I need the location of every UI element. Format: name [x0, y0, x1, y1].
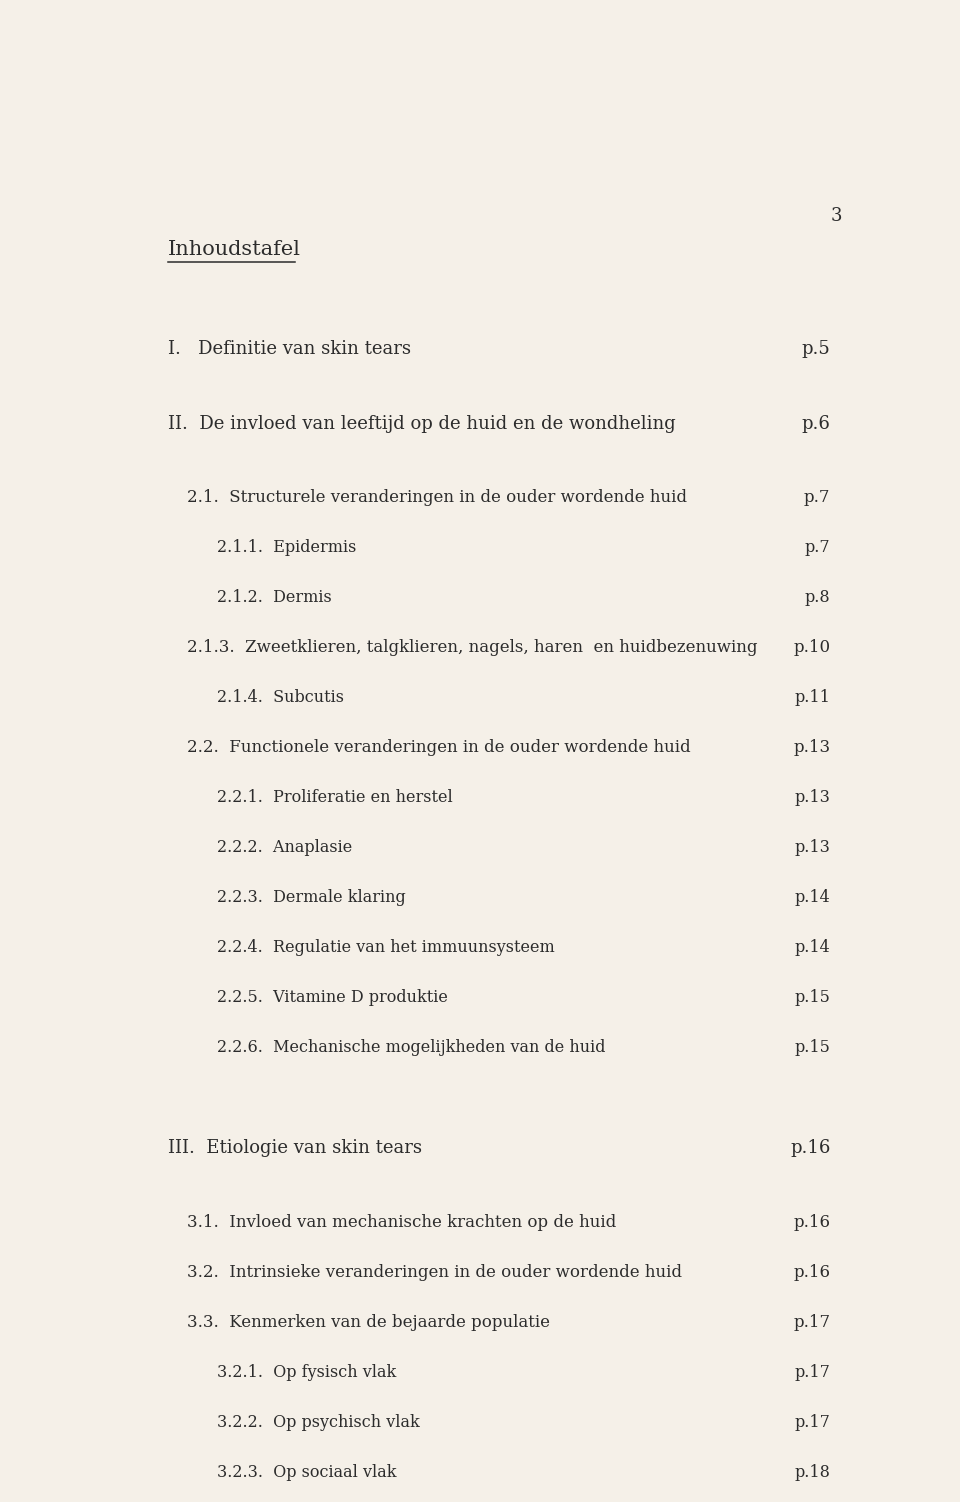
Text: p.17: p.17 [793, 1314, 830, 1331]
Text: 3.2.2.  Op psychisch vlak: 3.2.2. Op psychisch vlak [217, 1413, 420, 1431]
Text: 2.1.3.  Zweetklieren, talgklieren, nagels, haren  en huidbezenuwing: 2.1.3. Zweetklieren, talgklieren, nagels… [187, 640, 757, 656]
Text: 2.2.3.  Dermale klaring: 2.2.3. Dermale klaring [217, 889, 405, 906]
Text: 2.1.4.  Subcutis: 2.1.4. Subcutis [217, 689, 344, 706]
Text: p.13: p.13 [795, 789, 830, 807]
Text: I.   Definitie van skin tears: I. Definitie van skin tears [168, 339, 411, 357]
Text: p.15: p.15 [795, 990, 830, 1006]
Text: p.13: p.13 [793, 739, 830, 757]
Text: 3.2.3.  Op sociaal vlak: 3.2.3. Op sociaal vlak [217, 1464, 396, 1481]
Text: 3.2.1.  Op fysisch vlak: 3.2.1. Op fysisch vlak [217, 1364, 396, 1380]
Text: p.14: p.14 [795, 889, 830, 906]
Text: 2.2.5.  Vitamine D produktie: 2.2.5. Vitamine D produktie [217, 990, 447, 1006]
Text: p.13: p.13 [795, 840, 830, 856]
Text: II.  De invloed van leeftijd op de huid en de wondheling: II. De invloed van leeftijd op de huid e… [168, 415, 676, 433]
Text: 2.1.  Structurele veranderingen in de ouder wordende huid: 2.1. Structurele veranderingen in de oud… [187, 490, 687, 506]
Text: 2.2.2.  Anaplasie: 2.2.2. Anaplasie [217, 840, 352, 856]
Text: p.6: p.6 [802, 415, 830, 433]
Text: p.7: p.7 [804, 490, 830, 506]
Text: 2.1.2.  Dermis: 2.1.2. Dermis [217, 589, 331, 607]
Text: p.14: p.14 [795, 939, 830, 957]
Text: 2.2.4.  Regulatie van het immuunsysteem: 2.2.4. Regulatie van het immuunsysteem [217, 939, 555, 957]
Text: p.16: p.16 [790, 1139, 830, 1157]
Text: 3.3.  Kenmerken van de bejaarde populatie: 3.3. Kenmerken van de bejaarde populatie [187, 1314, 550, 1331]
Text: 2.1.1.  Epidermis: 2.1.1. Epidermis [217, 539, 356, 556]
Text: p.8: p.8 [804, 589, 830, 607]
Text: 2.2.1.  Proliferatie en herstel: 2.2.1. Proliferatie en herstel [217, 789, 452, 807]
Text: p.18: p.18 [795, 1464, 830, 1481]
Text: p.7: p.7 [804, 539, 830, 556]
Text: Inhoudstafel: Inhoudstafel [168, 240, 301, 260]
Text: p.16: p.16 [794, 1214, 830, 1232]
Text: p.11: p.11 [795, 689, 830, 706]
Text: p.17: p.17 [795, 1364, 830, 1380]
Text: p.10: p.10 [793, 640, 830, 656]
Text: p.15: p.15 [795, 1039, 830, 1056]
Text: 3.1.  Invloed van mechanische krachten op de huid: 3.1. Invloed van mechanische krachten op… [187, 1214, 616, 1232]
Text: p.16: p.16 [794, 1263, 830, 1281]
Text: 2.2.  Functionele veranderingen in de ouder wordende huid: 2.2. Functionele veranderingen in de oud… [187, 739, 690, 757]
Text: 3: 3 [830, 207, 842, 225]
Text: p.17: p.17 [795, 1413, 830, 1431]
Text: 3.2.  Intrinsieke veranderingen in de ouder wordende huid: 3.2. Intrinsieke veranderingen in de oud… [187, 1263, 682, 1281]
Text: III.  Etiologie van skin tears: III. Etiologie van skin tears [168, 1139, 422, 1157]
Text: 2.2.6.  Mechanische mogelijkheden van de huid: 2.2.6. Mechanische mogelijkheden van de … [217, 1039, 605, 1056]
Text: p.5: p.5 [802, 339, 830, 357]
